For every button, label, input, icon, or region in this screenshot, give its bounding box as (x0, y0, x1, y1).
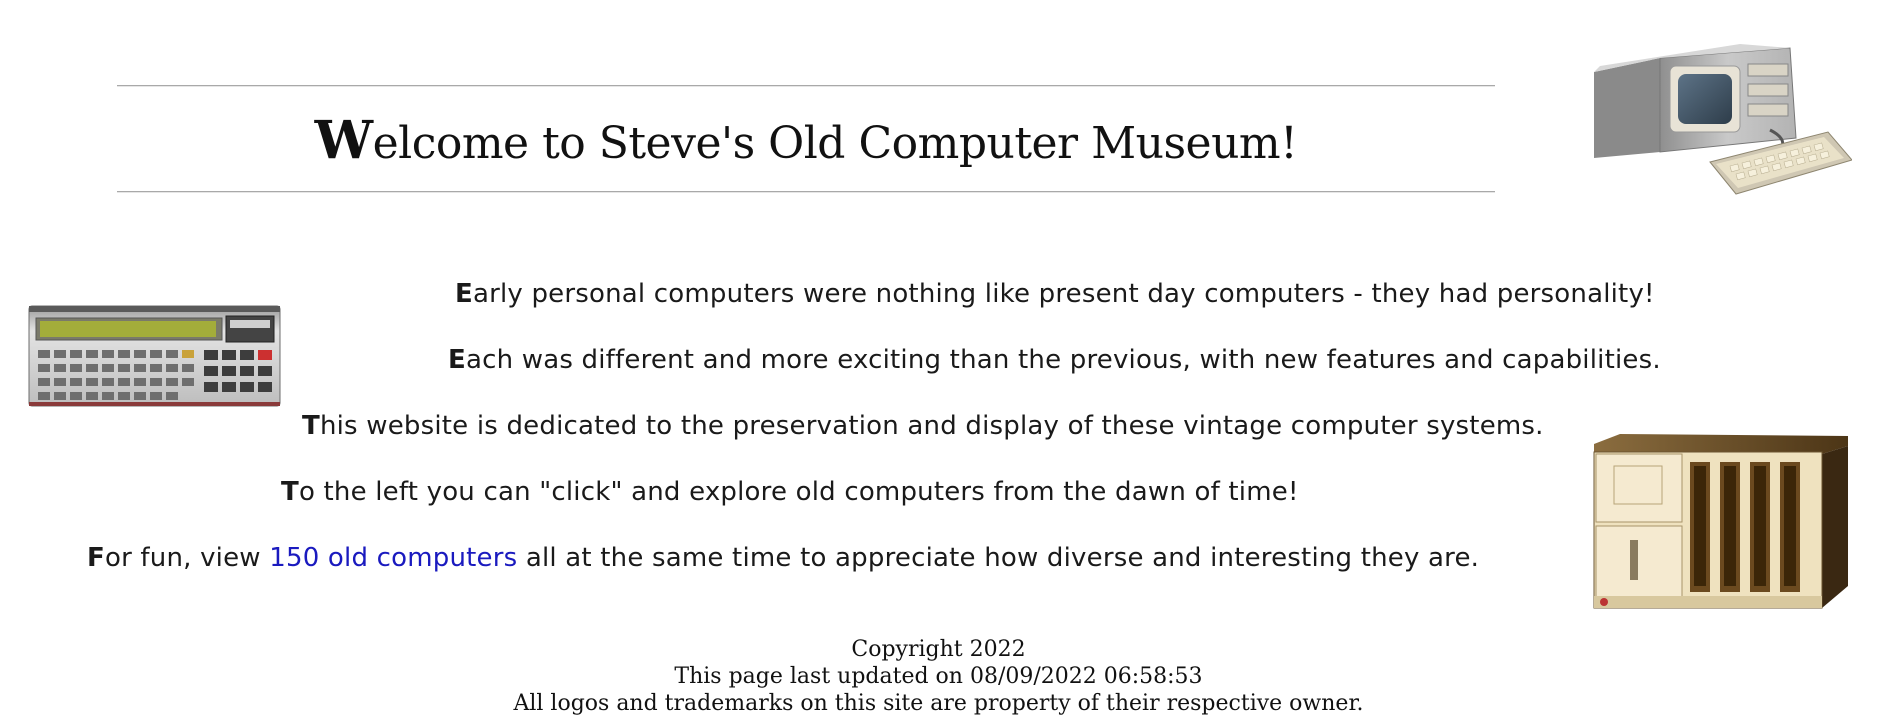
rack-computer-image (1590, 432, 1852, 618)
pocket-computer-image (28, 304, 282, 408)
intro-line-2: Each was different and more exciting tha… (448, 345, 1661, 375)
line-1-initial: E (455, 279, 473, 309)
last-updated-text: This page last updated on 08/09/2022 06:… (674, 664, 1203, 689)
intro-line-4: To the left you can "click" and explore … (281, 477, 1299, 507)
line-3-initial: T (302, 411, 320, 441)
page-title: Welcome to Steve's Old Computer Museum! (117, 110, 1495, 171)
line-5-text-before: or fun, view (104, 543, 270, 573)
portable-computer-image (1590, 40, 1853, 200)
header-rule-top (117, 85, 1495, 87)
header-rule-bottom (117, 191, 1495, 193)
copyright-text: Copyright 2022 (851, 637, 1026, 662)
title-initial: W (314, 110, 373, 171)
trademark-notice: All logos and trademarks on this site ar… (513, 691, 1364, 716)
old-computers-link[interactable]: 150 old computers (269, 543, 518, 573)
line-4-initial: T (281, 477, 299, 507)
line-5-text-after: all at the same time to appreciate how d… (517, 543, 1480, 573)
line-4-text: o the left you can "click" and explore o… (298, 477, 1299, 507)
intro-line-3: This website is dedicated to the preserv… (302, 411, 1544, 441)
intro-line-1: Early personal computers were nothing li… (455, 279, 1655, 309)
title-text: elcome to Steve's Old Computer Museum! (372, 118, 1298, 169)
page-footer: Copyright 2022 This page last updated on… (0, 636, 1877, 717)
line-1-text: arly personal computers were nothing lik… (472, 279, 1655, 309)
line-2-text: ach was different and more exciting than… (465, 345, 1661, 375)
line-5-initial: F (87, 543, 105, 573)
intro-line-5: For fun, view 150 old computers all at t… (87, 543, 1479, 573)
line-2-initial: E (448, 345, 466, 375)
line-3-text: his website is dedicated to the preserva… (319, 411, 1544, 441)
